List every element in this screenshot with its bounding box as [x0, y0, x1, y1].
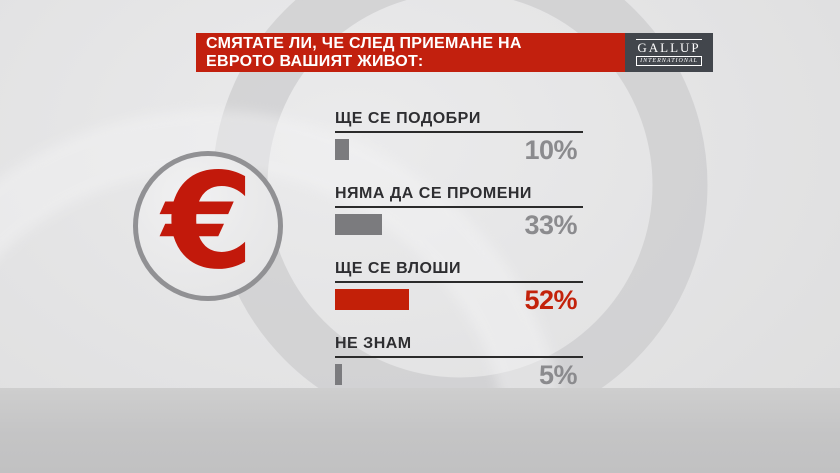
poll-row-percent: 10%: [524, 135, 577, 165]
poll-row-track: 33%: [335, 208, 583, 244]
poll-row-bar: [335, 214, 382, 235]
poll-row-bar: [335, 289, 409, 310]
question-title-line1: СМЯТАТЕ ЛИ, ЧЕ СЛЕД ПРИЕМАНЕ НА: [206, 34, 522, 52]
floor-strip: [0, 388, 840, 473]
gallup-logo: GALLUP INTERNATIONAL: [625, 33, 713, 72]
gallup-logo-name: GALLUP: [637, 40, 701, 55]
euro-symbol-icon: €: [162, 145, 254, 299]
poll-row-underline: [335, 356, 583, 358]
gallup-logo-inner: GALLUP INTERNATIONAL: [636, 39, 702, 66]
poll-row-track: 52%: [335, 283, 583, 319]
poll-row: НЯМА ДА СЕ ПРОМЕНИ 33%: [335, 179, 583, 254]
gallup-logo-rule: [636, 39, 702, 40]
poll-row-underline: [335, 131, 583, 133]
poll-row-percent: 52%: [524, 285, 577, 315]
poll-row-track: 10%: [335, 133, 583, 169]
euro-coin-icon: €: [133, 151, 283, 301]
question-title: СМЯТАТЕ ЛИ, ЧЕ СЛЕД ПРИЕМАНЕ НА ЕВРОТО В…: [196, 33, 625, 72]
poll-row: НЕ ЗНАМ 5%: [335, 329, 583, 404]
poll-row-bar: [335, 139, 349, 160]
poll-row-underline: [335, 206, 583, 208]
poll-row-label: ЩЕ СЕ ПОДОБРИ: [335, 110, 481, 127]
poll-results: ЩЕ СЕ ПОДОБРИ 10% НЯМА ДА СЕ ПРОМЕНИ 33%…: [335, 104, 583, 404]
header: СМЯТАТЕ ЛИ, ЧЕ СЛЕД ПРИЕМАНЕ НА ЕВРОТО В…: [196, 33, 713, 72]
poll-row-percent: 5%: [538, 360, 578, 390]
poll-row-label: НЕ ЗНАМ: [335, 335, 412, 352]
poll-row: ЩЕ СЕ ВЛОШИ 52%: [335, 254, 583, 329]
poll-row-label: ЩЕ СЕ ВЛОШИ: [335, 260, 461, 277]
question-title-line2: ЕВРОТО ВАШИЯТ ЖИВОТ:: [206, 52, 424, 70]
poll-row-track: 5%: [335, 358, 583, 394]
poll-row-label: НЯМА ДА СЕ ПРОМЕНИ: [335, 185, 532, 202]
poll-row-underline: [335, 281, 583, 283]
poll-row-bar: [335, 364, 342, 385]
poll-row: ЩЕ СЕ ПОДОБРИ 10%: [335, 104, 583, 179]
gallup-logo-subname: INTERNATIONAL: [636, 56, 702, 66]
poll-row-percent: 33%: [524, 210, 577, 240]
